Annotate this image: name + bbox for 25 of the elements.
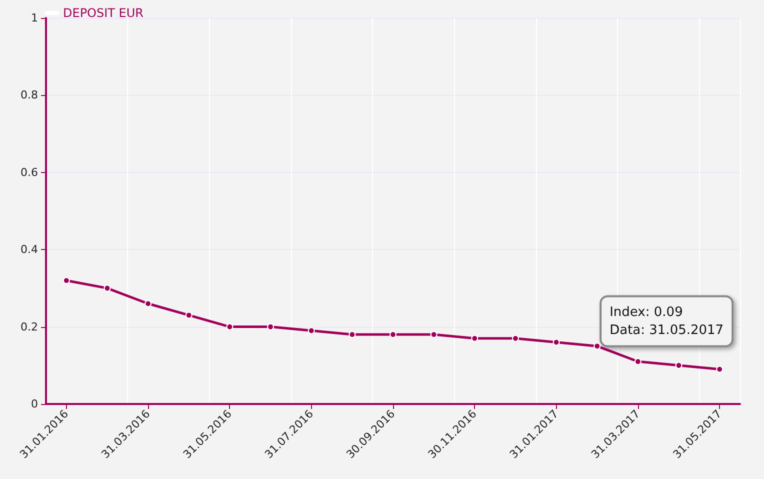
point xyxy=(308,327,315,334)
point xyxy=(430,331,438,338)
point xyxy=(552,338,560,346)
y-tick-label: 0 xyxy=(31,398,38,410)
point xyxy=(348,331,356,338)
annotation: Index: 0.09 Data: 31.05.2017 xyxy=(610,304,724,338)
point xyxy=(675,362,682,369)
y-tick-label: 0.6 xyxy=(20,166,38,179)
point xyxy=(716,366,724,373)
point xyxy=(185,312,192,319)
point xyxy=(512,334,519,342)
legend-label: DEPOSIT EUR xyxy=(63,6,144,20)
point xyxy=(104,284,111,292)
point xyxy=(634,358,642,366)
y-tick-label: 0.2 xyxy=(20,320,38,334)
point xyxy=(594,342,601,350)
point xyxy=(267,323,274,330)
point xyxy=(226,323,234,330)
y-tick-label: 1 xyxy=(31,12,38,24)
point xyxy=(144,300,152,308)
point xyxy=(62,276,70,284)
point xyxy=(390,331,396,338)
y-tick-label: 0.4 xyxy=(20,243,38,256)
y-tick-label: 0.8 xyxy=(20,88,38,102)
point xyxy=(471,334,478,342)
